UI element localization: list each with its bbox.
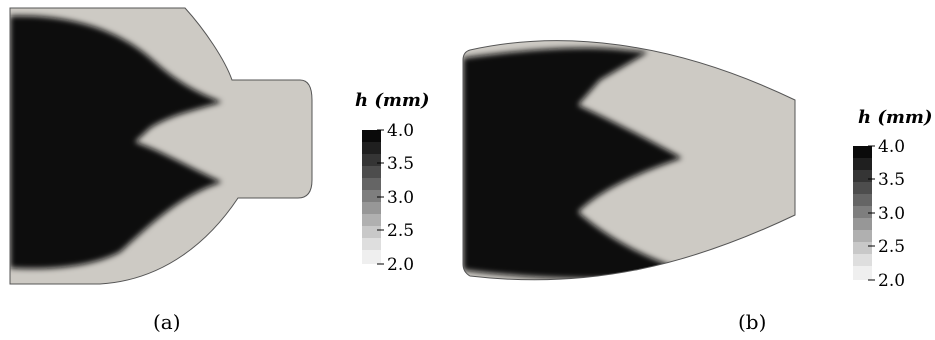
- panel-b-tick-3-5: 3.5: [878, 170, 905, 190]
- panel-b-tick-3-0: 3.0: [878, 204, 905, 224]
- panel-a-colorbar: h (mm) 4.0 3.5 3.0 2.5: [355, 90, 429, 275]
- panel-b-tick-2-0: 2.0: [878, 271, 905, 291]
- panel-a-thickness-map: [9, 7, 313, 285]
- panel-b-colorbar-title: h (mm): [858, 107, 932, 128]
- panel-b-dark-region: [463, 47, 690, 279]
- panel-a-tick-2-5: 2.5: [387, 221, 414, 241]
- panel-b-caption: (b): [738, 310, 766, 334]
- panel-b-colorbar-bar: [853, 146, 872, 280]
- panel-a-caption: (a): [153, 310, 181, 334]
- panel-a-tick-3-0: 3.0: [387, 188, 414, 208]
- panel-a-dark-region: [10, 15, 222, 269]
- panel-b-tick-2-5: 2.5: [878, 237, 905, 257]
- panel-b-outline: [462, 40, 796, 281]
- panel-b-thickness-map: [462, 40, 796, 281]
- panel-a: h (mm) 4.0 3.5 3.0 2.5: [9, 7, 429, 334]
- panel-a-tick-2-0: 2.0: [387, 255, 414, 275]
- panel-a-colorbar-bar: [362, 130, 381, 264]
- panel-b-colorbar: h (mm) 4.0 3.5 3.0 2.5: [853, 107, 932, 291]
- panel-a-outline: [9, 7, 313, 285]
- panel-b-tick-4-0: 4.0: [878, 137, 905, 157]
- panel-a-tick-3-5: 3.5: [387, 154, 414, 174]
- panel-a-colorbar-title: h (mm): [355, 90, 429, 111]
- panel-a-tick-4-0: 4.0: [387, 121, 414, 141]
- panel-b: h (mm) 4.0 3.5 3.0 2.5: [462, 40, 932, 334]
